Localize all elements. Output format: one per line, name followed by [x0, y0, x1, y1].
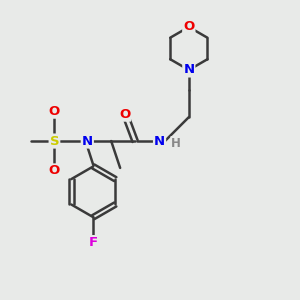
Text: N: N: [183, 64, 194, 76]
Text: O: O: [119, 108, 130, 121]
Text: H: H: [171, 137, 181, 150]
Text: F: F: [89, 236, 98, 249]
Text: S: S: [50, 134, 59, 148]
Text: O: O: [49, 164, 60, 177]
Text: O: O: [49, 105, 60, 118]
Text: N: N: [154, 134, 165, 148]
Text: N: N: [82, 134, 93, 148]
Text: O: O: [183, 20, 194, 34]
